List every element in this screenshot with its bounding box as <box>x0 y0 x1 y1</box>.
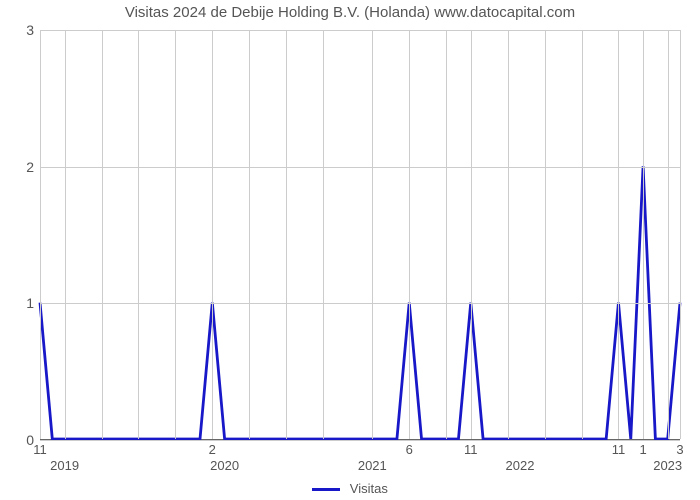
gridline-v <box>286 30 287 439</box>
x-tick-month: 11 <box>464 442 478 457</box>
gridline-v <box>40 30 41 439</box>
x-tick-year: 2022 <box>506 458 535 473</box>
gridline-v <box>138 30 139 439</box>
gridline-h <box>40 303 680 304</box>
x-tick-month: 1 <box>639 442 646 457</box>
gridline-v <box>212 30 213 439</box>
chart-container: Visitas 2024 de Debije Holding B.V. (Hol… <box>0 0 700 500</box>
chart-title: Visitas 2024 de Debije Holding B.V. (Hol… <box>0 4 700 21</box>
x-tick-month: 2 <box>209 442 216 457</box>
x-tick-month: 6 <box>406 442 413 457</box>
plot-area <box>40 30 680 440</box>
gridline-v <box>446 30 447 439</box>
gridline-v <box>249 30 250 439</box>
gridline-v <box>471 30 472 439</box>
gridline-v <box>175 30 176 439</box>
gridline-v <box>618 30 619 439</box>
legend-label: Visitas <box>350 481 388 496</box>
x-tick-month: 11 <box>33 442 47 457</box>
gridline-v <box>372 30 373 439</box>
gridline-h <box>40 440 680 441</box>
y-tick-label: 2 <box>0 159 34 175</box>
x-tick-month: 3 <box>676 442 683 457</box>
y-tick-label: 0 <box>0 432 34 448</box>
gridline-v <box>102 30 103 439</box>
gridline-v <box>643 30 644 439</box>
legend-swatch <box>312 488 340 491</box>
x-tick-year: 2020 <box>210 458 239 473</box>
gridline-v <box>65 30 66 439</box>
gridline-v <box>582 30 583 439</box>
gridline-h <box>40 30 680 31</box>
line-series <box>40 30 680 439</box>
gridline-v <box>680 30 681 439</box>
y-tick-label: 1 <box>0 295 34 311</box>
y-tick-label: 3 <box>0 22 34 38</box>
gridline-v <box>545 30 546 439</box>
gridline-v <box>409 30 410 439</box>
x-tick-year: 2023 <box>653 458 682 473</box>
legend: Visitas <box>0 481 700 496</box>
x-tick-year: 2021 <box>358 458 387 473</box>
gridline-v <box>508 30 509 439</box>
x-tick-year: 2019 <box>50 458 79 473</box>
gridline-v <box>323 30 324 439</box>
gridline-h <box>40 167 680 168</box>
gridline-v <box>668 30 669 439</box>
x-tick-month: 11 <box>612 442 626 457</box>
